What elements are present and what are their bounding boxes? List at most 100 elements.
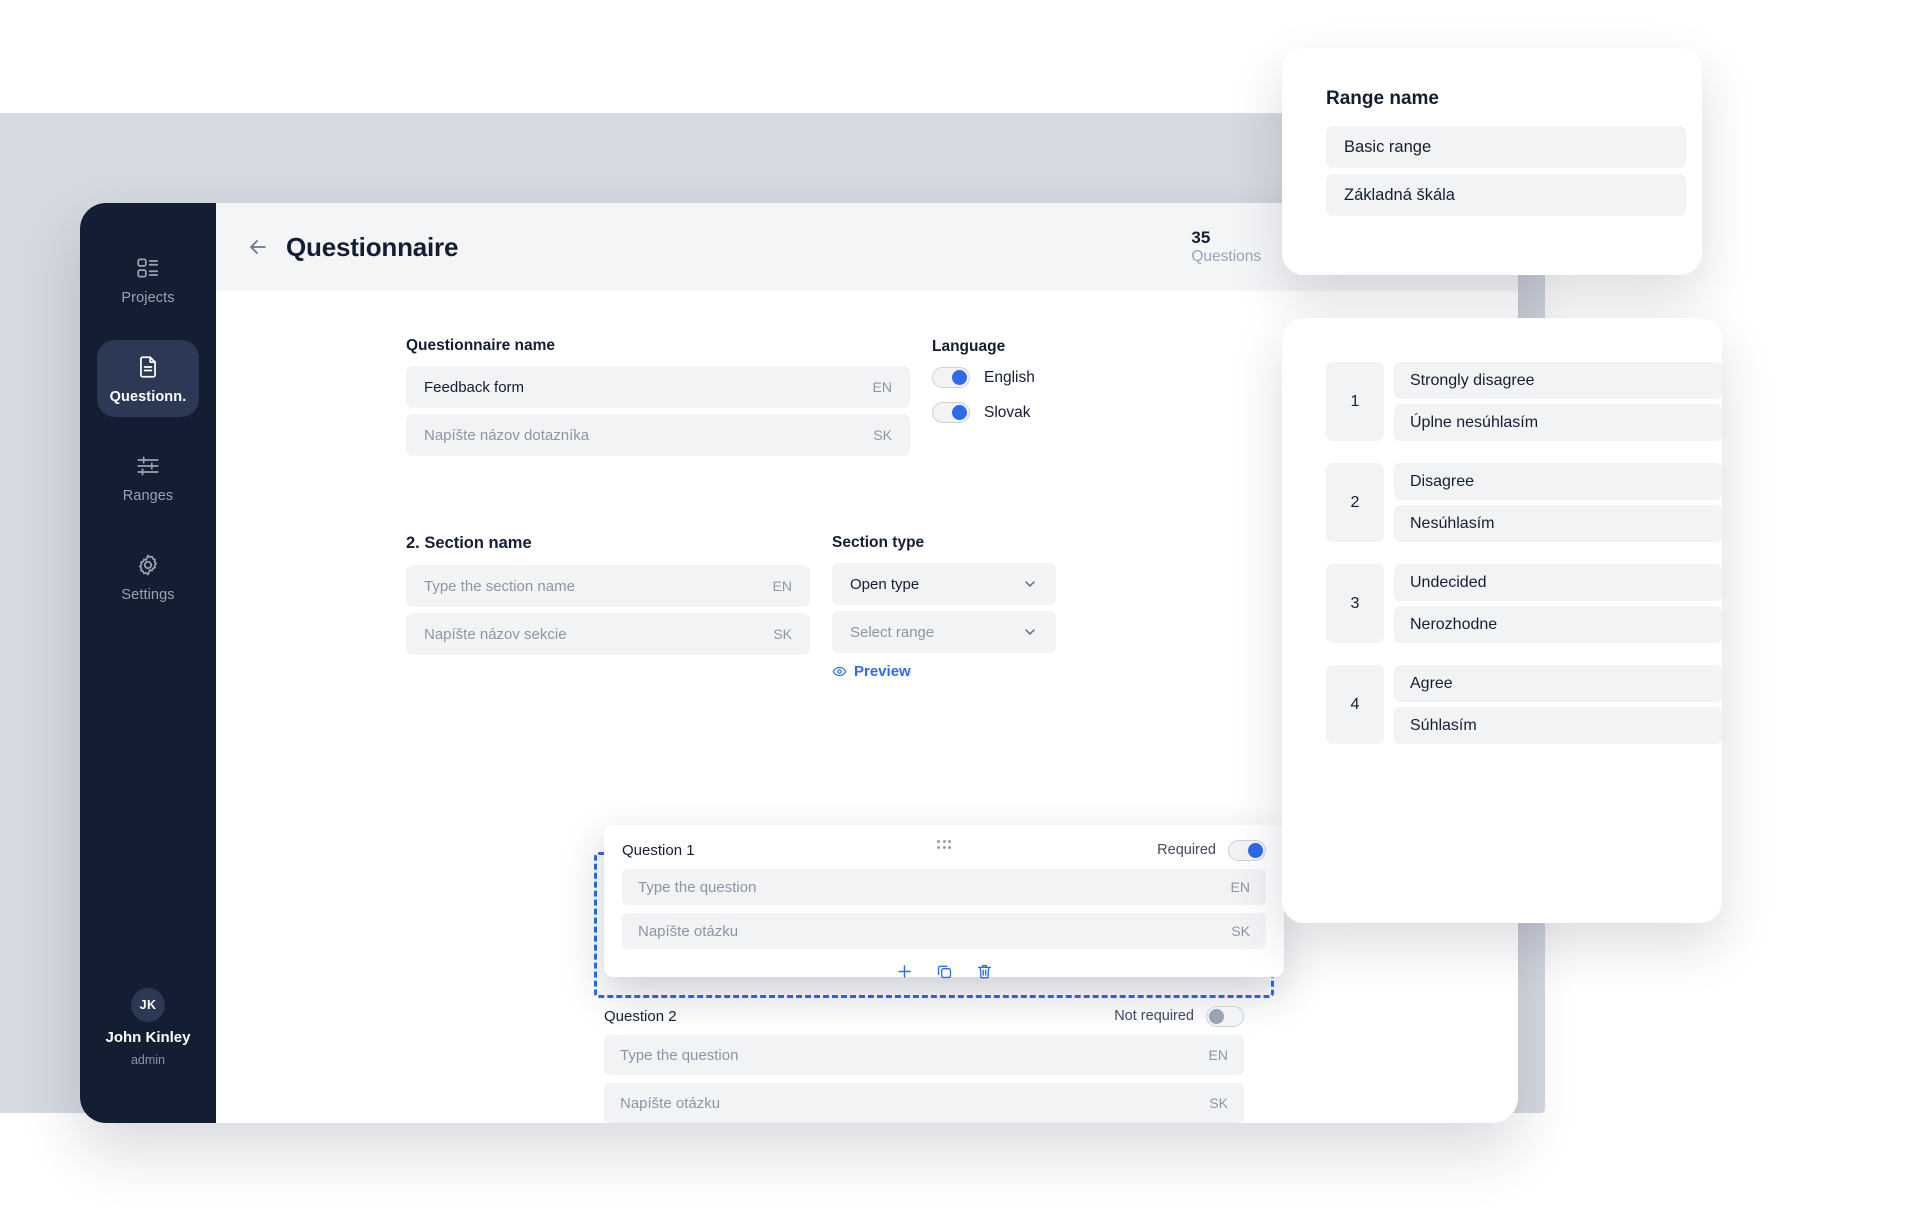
- input-placeholder: Napíšte názov dotazníka: [424, 426, 590, 444]
- question-input-sk[interactable]: Napíšte otázku SK: [604, 1083, 1244, 1123]
- range-select[interactable]: Select range: [832, 611, 1056, 653]
- required-label: Not required: [1114, 1008, 1194, 1024]
- scale-value-sk[interactable]: Úplne nesúhlasím: [1394, 404, 1722, 441]
- gear-icon: [135, 552, 161, 578]
- question-header: Question 2 Not required: [604, 1005, 1244, 1027]
- question-input-sk[interactable]: Napíšte otázku SK: [622, 913, 1266, 949]
- preview-label: Preview: [854, 663, 911, 680]
- user-role: admin: [130, 1053, 166, 1067]
- language-row-english: English: [932, 367, 1035, 388]
- scale-value-sk[interactable]: Nerozhodne: [1394, 606, 1722, 643]
- user-name: John Kinley: [105, 1029, 191, 1046]
- scale-row: 3 Undecided Nerozhodne: [1326, 564, 1722, 643]
- stat-questions: 35 Questions: [1191, 228, 1261, 267]
- input-value: Feedback form: [424, 378, 525, 396]
- scale-value-en[interactable]: Undecided: [1394, 564, 1722, 601]
- page-title: Questionnaire: [286, 231, 459, 262]
- user-profile[interactable]: JK John Kinley admin: [80, 988, 216, 1067]
- dragged-question-card[interactable]: Question 1 Required Type the question EN: [604, 825, 1284, 978]
- sidebar-item-label: Questionn.: [109, 389, 187, 405]
- toggle-required[interactable]: [1206, 1005, 1244, 1027]
- scale-number: 1: [1326, 362, 1384, 441]
- scale-values-panel: 1 Strongly disagree Úplne nesúhlasím 2 D…: [1282, 318, 1722, 923]
- chevron-down-icon: [1022, 624, 1038, 640]
- preview-link[interactable]: Preview: [832, 663, 1056, 680]
- avatar: JK: [131, 988, 165, 1022]
- section-name-input-en[interactable]: Type the section name EN: [406, 565, 810, 607]
- range-name-input-en[interactable]: Basic range: [1326, 126, 1686, 168]
- scale-value-en[interactable]: Disagree: [1394, 463, 1722, 500]
- toggle-english[interactable]: [932, 367, 970, 388]
- range-name-panel: Range name Basic range Základná škála: [1282, 48, 1702, 275]
- sidebar-item-ranges[interactable]: Ranges: [97, 439, 199, 516]
- chevron-down-icon: [1022, 576, 1038, 592]
- scale-value-en[interactable]: Strongly disagree: [1394, 362, 1722, 399]
- delete-question-button[interactable]: [971, 958, 997, 984]
- input-placeholder: Type the question: [638, 878, 757, 896]
- sidebar-item-settings[interactable]: Settings: [97, 538, 199, 615]
- language-group: Language English Slovak: [932, 337, 1035, 462]
- language-label: Language: [932, 338, 1006, 355]
- language-name: Slovak: [984, 403, 1031, 421]
- scale-row: 4 Agree Súhlasím: [1326, 665, 1722, 744]
- sidebar-item-projects[interactable]: Projects: [97, 241, 199, 318]
- stat-number: 35: [1191, 227, 1211, 247]
- language-row-slovak: Slovak: [932, 402, 1035, 423]
- question-label: Question 1: [622, 841, 695, 859]
- section-row: 2. Section name Type the section name EN…: [216, 534, 1518, 680]
- duplicate-question-button[interactable]: [931, 958, 957, 984]
- document-icon: [135, 354, 161, 380]
- sidebar-item-label: Projects: [121, 290, 175, 306]
- select-placeholder: Select range: [850, 623, 935, 641]
- select-value: Open type: [850, 575, 920, 593]
- section-name-input-sk[interactable]: Napíšte názov sekcie SK: [406, 613, 810, 655]
- question-label: Question 2: [604, 1007, 677, 1025]
- scale-row: 2 Disagree Nesúhlasím: [1326, 463, 1722, 542]
- lang-tag: SK: [773, 626, 792, 642]
- input-placeholder: Type the question: [620, 1046, 739, 1064]
- question-2-block: Question 2 Not required Type the questio…: [604, 1005, 1244, 1123]
- scale-value-sk[interactable]: Nesúhlasím: [1394, 505, 1722, 542]
- scale-number: 3: [1326, 564, 1384, 643]
- scale-value-en[interactable]: Agree: [1394, 665, 1722, 702]
- required-label: Required: [1157, 842, 1216, 858]
- question-actions: [622, 958, 1266, 984]
- arrow-left-icon[interactable]: [246, 235, 270, 259]
- scale-row: 1 Strongly disagree Úplne nesúhlasím: [1326, 362, 1722, 441]
- toggle-slovak[interactable]: [932, 402, 970, 423]
- eye-icon: [832, 664, 847, 679]
- section-type-label: Section type: [832, 534, 925, 551]
- add-question-button[interactable]: [891, 958, 917, 984]
- range-name-label: Range name: [1326, 88, 1439, 109]
- questionnaire-name-input-sk[interactable]: Napíšte názov dotazníka SK: [406, 414, 910, 456]
- section-name-group: 2. Section name Type the section name EN…: [406, 534, 810, 680]
- range-name-input-sk[interactable]: Základná škála: [1326, 174, 1686, 216]
- sliders-icon: [135, 453, 161, 479]
- projects-icon: [135, 255, 161, 281]
- content-area: Questionnaire name Feedback form EN Napí…: [216, 291, 1518, 1123]
- lang-tag: SK: [873, 427, 892, 443]
- section-type-select[interactable]: Open type: [832, 563, 1056, 605]
- lang-tag: EN: [772, 578, 792, 594]
- lang-tag: SK: [1209, 1095, 1228, 1111]
- lang-tag: EN: [872, 379, 892, 395]
- section-title: 2. Section name: [406, 534, 532, 552]
- scale-value-sk[interactable]: Súhlasím: [1394, 707, 1722, 744]
- language-name: English: [984, 368, 1035, 386]
- sidebar-item-questionnaires[interactable]: Questionn.: [97, 340, 199, 417]
- question-header: Question 1 Required: [622, 839, 1266, 861]
- lang-tag: EN: [1208, 1047, 1228, 1063]
- questionnaire-name-input-en[interactable]: Feedback form EN: [406, 366, 910, 408]
- question-input-en[interactable]: Type the question EN: [622, 869, 1266, 905]
- sidebar-item-label: Ranges: [122, 488, 174, 504]
- section-type-group: Section type Open type Select range: [832, 534, 1056, 680]
- question-input-en[interactable]: Type the question EN: [604, 1035, 1244, 1075]
- input-placeholder: Napíšte názov sekcie: [424, 625, 567, 643]
- drag-dots-icon[interactable]: [937, 840, 951, 850]
- input-placeholder: Napíšte otázku: [620, 1094, 721, 1112]
- lang-tag: EN: [1230, 879, 1250, 895]
- sidebar: Projects Questionn.: [80, 203, 216, 1123]
- questionnaire-name-group: Questionnaire name Feedback form EN Napí…: [406, 337, 910, 462]
- toggle-required[interactable]: [1228, 839, 1266, 861]
- stat-label: Questions: [1191, 248, 1262, 266]
